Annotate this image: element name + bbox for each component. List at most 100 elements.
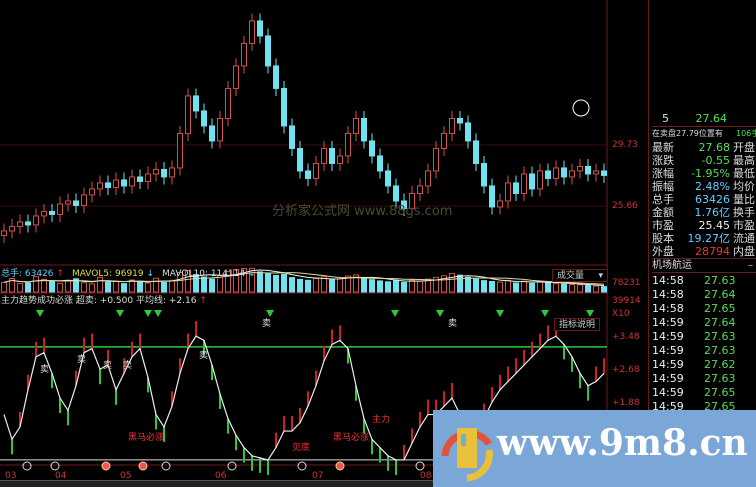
candle-body bbox=[65, 200, 71, 205]
indicator-annotation: 卖 bbox=[77, 354, 86, 365]
volume-bar bbox=[529, 282, 535, 293]
signal-circle-icon bbox=[50, 461, 60, 471]
indicator-annotation: 卖 bbox=[123, 360, 132, 371]
indicator-annotation: 卖 bbox=[199, 350, 208, 361]
candle-body bbox=[57, 203, 63, 215]
candle-body bbox=[361, 117, 367, 142]
tick-row: 14:59 27.65 bbox=[652, 386, 756, 400]
indicator-annotation: 见底 bbox=[292, 441, 310, 453]
minus-icon[interactable]: – bbox=[748, 260, 753, 271]
candle-body bbox=[449, 117, 455, 134]
candle-body bbox=[289, 125, 295, 149]
quote-value: 63426 bbox=[695, 193, 730, 206]
volume-bar bbox=[289, 277, 295, 293]
tick-price: 27.62 bbox=[704, 358, 736, 371]
volume-bar bbox=[345, 275, 351, 293]
tick-row: 14:58 27.64 bbox=[652, 288, 756, 302]
quote-label: 涨跌 bbox=[652, 154, 674, 167]
indicator-annotation: 黑马必涨 bbox=[128, 431, 164, 443]
selector-label: 成交量 bbox=[557, 271, 585, 281]
mavol5-label: MAVOL5: 96919 bbox=[71, 269, 144, 279]
volume-bar bbox=[129, 279, 135, 293]
candle-body bbox=[17, 221, 23, 227]
volume-bar bbox=[201, 276, 207, 293]
quote-value: -0.55 bbox=[701, 154, 730, 167]
volume-bar bbox=[257, 271, 263, 293]
tick-time: 14:59 bbox=[652, 358, 684, 371]
volume-bar bbox=[153, 277, 159, 293]
volume-bar bbox=[433, 276, 439, 293]
down-arrow-icon bbox=[541, 310, 549, 317]
volume-bar bbox=[441, 275, 447, 293]
candle-body bbox=[593, 170, 599, 175]
date-label: 07 bbox=[312, 471, 323, 480]
volume-bar bbox=[545, 282, 551, 293]
down-arrow-icon bbox=[36, 310, 44, 317]
tick-price: 27.63 bbox=[704, 330, 736, 343]
candle-body bbox=[193, 95, 199, 112]
candle-body bbox=[545, 170, 551, 179]
candle-body bbox=[305, 170, 311, 179]
signal-circle-icon bbox=[297, 461, 307, 471]
quote-label-2: 换手 bbox=[733, 206, 755, 219]
tick-row: 14:59 27.63 bbox=[652, 330, 756, 344]
quote-label-2: 量比 bbox=[733, 193, 755, 206]
tick-time: 14:59 bbox=[652, 316, 684, 329]
down-arrow-icon bbox=[266, 310, 274, 317]
volume-bar bbox=[233, 269, 239, 293]
quote-value: 1.76亿 bbox=[694, 206, 731, 219]
indicator-help-button[interactable]: 指标说明 bbox=[554, 318, 601, 331]
volume-unit: X10 bbox=[612, 309, 630, 319]
volume-bar bbox=[593, 285, 599, 293]
mavol5: MAVOL5: 96919 ↓ bbox=[71, 269, 155, 279]
indicator-selector[interactable]: 成交量 ▾ bbox=[552, 269, 608, 282]
candle-body bbox=[513, 182, 519, 194]
volume-bar bbox=[209, 278, 215, 293]
quote-label-2: 开盘 bbox=[733, 141, 755, 154]
candle-body bbox=[177, 132, 183, 169]
volume-bar bbox=[89, 283, 95, 293]
tick-row: 14:58 27.65 bbox=[652, 302, 756, 316]
volume-bar bbox=[385, 281, 391, 293]
quote-label: 外盘 bbox=[652, 245, 674, 258]
tick-row: 14:59 27.62 bbox=[652, 358, 756, 372]
quote-label: 总手 bbox=[652, 193, 674, 206]
bottom-tab-strip[interactable] bbox=[0, 480, 433, 487]
indicator-annotation: 卖 bbox=[448, 318, 457, 329]
volume-bar bbox=[377, 280, 383, 293]
volume-bar bbox=[489, 281, 495, 293]
candle-body bbox=[225, 87, 231, 119]
candle-body bbox=[161, 168, 167, 178]
volume-tick: 39914 bbox=[612, 296, 641, 306]
tick-price: 27.63 bbox=[704, 372, 736, 385]
volume-bar bbox=[601, 286, 607, 293]
volume-bar bbox=[73, 278, 79, 293]
volume-total-label: 总手: 63426 bbox=[1, 269, 54, 279]
quote-row: 涨跌 -0.55 最高 bbox=[652, 154, 756, 167]
candle-body bbox=[233, 65, 239, 89]
volume-bar bbox=[241, 268, 247, 293]
volume-bar bbox=[225, 271, 231, 293]
candle-body bbox=[481, 162, 487, 187]
date-label: 04 bbox=[55, 471, 67, 480]
tick-row: 14:59 27.65 bbox=[652, 400, 756, 414]
quote-value: 2.48% bbox=[695, 180, 730, 193]
down-arrow-icon bbox=[436, 310, 444, 317]
volume-bar bbox=[17, 283, 23, 293]
price-tick: 25.66 bbox=[612, 201, 638, 211]
sector-header[interactable]: 机场航运 – bbox=[652, 258, 756, 273]
candle-body bbox=[145, 173, 151, 182]
candle-body bbox=[457, 117, 463, 124]
tick-time: 14:59 bbox=[652, 400, 684, 413]
candle-body bbox=[81, 194, 87, 206]
volume-bar bbox=[337, 278, 343, 293]
quote-label: 市盈 bbox=[652, 219, 674, 232]
volume-bar bbox=[449, 272, 455, 293]
volume-bar bbox=[9, 278, 15, 293]
candle-body bbox=[409, 192, 415, 209]
indicator-annotation: 黑马必涨 bbox=[333, 431, 369, 443]
candle-body bbox=[153, 168, 159, 175]
volume-bar bbox=[457, 274, 463, 293]
quote-label-2: 流通 bbox=[733, 232, 755, 245]
